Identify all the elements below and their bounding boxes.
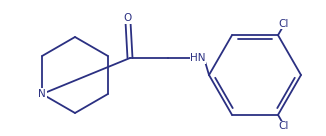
Text: N: N <box>38 89 46 99</box>
Text: Cl: Cl <box>279 121 289 131</box>
Text: HN: HN <box>190 53 206 63</box>
Text: O: O <box>124 13 132 23</box>
Text: Cl: Cl <box>279 19 289 29</box>
